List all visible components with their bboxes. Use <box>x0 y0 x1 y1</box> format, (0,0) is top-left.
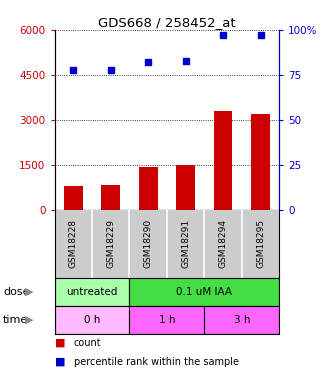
Text: GSM18291: GSM18291 <box>181 219 190 268</box>
Text: GSM18295: GSM18295 <box>256 219 265 268</box>
Text: time: time <box>3 315 29 325</box>
Bar <box>139 167 158 210</box>
Text: 0 h: 0 h <box>84 315 100 325</box>
Text: 0.1 uM IAA: 0.1 uM IAA <box>176 286 232 297</box>
Text: 1 h: 1 h <box>159 315 175 325</box>
Text: ■: ■ <box>55 338 65 348</box>
Bar <box>214 111 232 210</box>
Bar <box>55 278 129 306</box>
Text: GSM18228: GSM18228 <box>69 219 78 268</box>
Text: ▶: ▶ <box>25 315 33 325</box>
Title: GDS668 / 258452_at: GDS668 / 258452_at <box>98 16 236 29</box>
Text: 3 h: 3 h <box>234 315 250 325</box>
Text: untreated: untreated <box>66 286 118 297</box>
Text: GSM18294: GSM18294 <box>219 219 228 268</box>
Bar <box>101 185 120 210</box>
Text: count: count <box>74 338 101 348</box>
Bar <box>176 165 195 210</box>
Bar <box>251 114 270 210</box>
Bar <box>129 306 204 334</box>
Bar <box>129 278 279 306</box>
Text: ■: ■ <box>55 357 65 367</box>
Text: percentile rank within the sample: percentile rank within the sample <box>74 357 239 367</box>
Text: GSM18229: GSM18229 <box>106 219 115 268</box>
Bar <box>55 306 129 334</box>
Text: ▶: ▶ <box>25 286 33 297</box>
Text: GSM18290: GSM18290 <box>144 219 153 268</box>
Bar <box>64 186 83 210</box>
Bar <box>204 306 279 334</box>
Text: dose: dose <box>3 286 30 297</box>
